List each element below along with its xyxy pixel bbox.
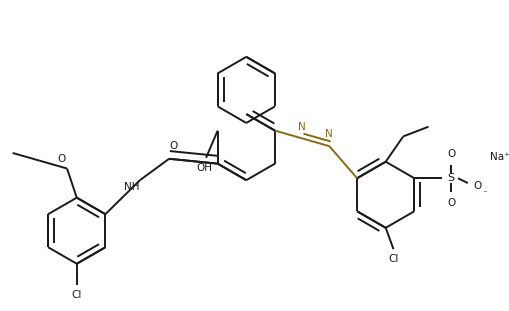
Text: NH: NH bbox=[124, 182, 140, 192]
Text: Na⁺: Na⁺ bbox=[490, 152, 509, 162]
Text: Cl: Cl bbox=[388, 254, 399, 264]
Text: O: O bbox=[473, 181, 482, 191]
Text: O: O bbox=[57, 154, 65, 164]
Text: S: S bbox=[448, 173, 455, 183]
Text: Cl: Cl bbox=[72, 290, 82, 300]
Text: O: O bbox=[447, 197, 456, 207]
Text: O: O bbox=[170, 141, 178, 151]
Text: N: N bbox=[325, 129, 333, 140]
Text: ⁻: ⁻ bbox=[482, 189, 487, 198]
Text: O: O bbox=[447, 149, 456, 159]
Text: N: N bbox=[298, 122, 306, 132]
Text: OH: OH bbox=[196, 163, 212, 173]
